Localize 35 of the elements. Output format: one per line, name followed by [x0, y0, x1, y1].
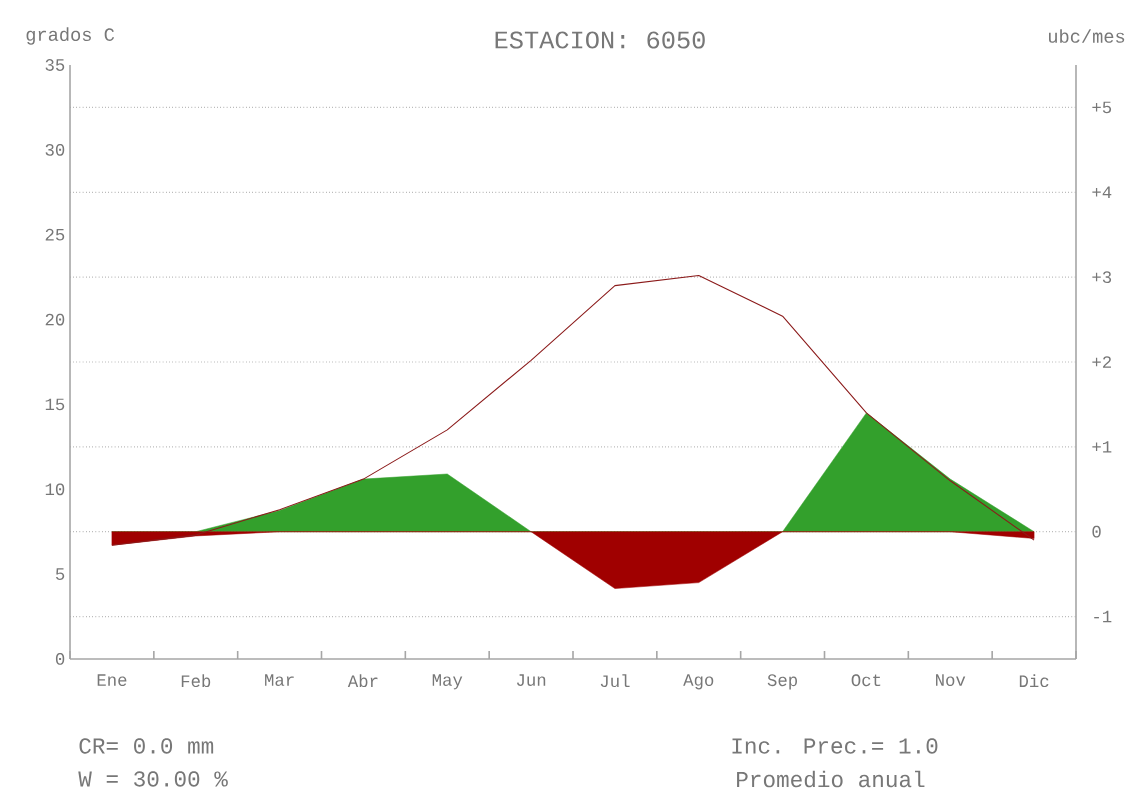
x-tick-label: Ago: [683, 674, 714, 690]
x-tick-label: Ene: [97, 674, 127, 686]
x-tick-label: Jul: [600, 674, 630, 688]
y2-tick-label: +5: [1092, 101, 1112, 114]
x-tick-label: Dic: [1019, 674, 1049, 688]
x-tick-label: May: [432, 674, 463, 690]
y-tick-label: 5: [55, 568, 65, 580]
y-tick-label: 35: [45, 59, 65, 71]
x-tick-label: Jun: [516, 674, 546, 686]
x-tick-label: Mar: [265, 674, 294, 686]
y-tick-label: 20: [45, 313, 65, 326]
text: CR= 0.0 mm: [79, 738, 214, 754]
y2-tick-label: +2: [1092, 356, 1111, 368]
y-tick-label: 10: [45, 483, 65, 496]
x-tick-label: Nov: [936, 674, 966, 686]
y2-tick-label: +1: [1092, 441, 1112, 453]
y-tick-label: 0: [55, 653, 65, 665]
x-tick-label: Sep: [767, 674, 798, 690]
text: W = 30.00 %: [78, 771, 228, 787]
y2-tick-label: +4: [1092, 186, 1112, 198]
y-tick-label: 25: [45, 228, 65, 241]
y-axis-title: grados C: [26, 27, 115, 45]
line-series: [111, 274, 1035, 546]
y2-tick-label: 0: [1092, 525, 1101, 538]
y-tick-label: 30: [45, 143, 65, 156]
y2-tick-label: +3: [1092, 271, 1112, 284]
x-tick-label: Feb: [181, 674, 211, 688]
chart-title: ESTACION: 6050: [495, 31, 705, 49]
text: Promedio anual: [737, 770, 925, 788]
y2-tick-label: -1: [1094, 610, 1112, 623]
y-tick-label: 15: [45, 398, 65, 411]
text: Inc. Prec.= 1.0: [732, 738, 938, 754]
x-tick-label: Abr: [347, 674, 378, 688]
x-tick-label: Oct: [851, 674, 881, 687]
y2-axis-title: ubc/mes: [1049, 29, 1125, 43]
